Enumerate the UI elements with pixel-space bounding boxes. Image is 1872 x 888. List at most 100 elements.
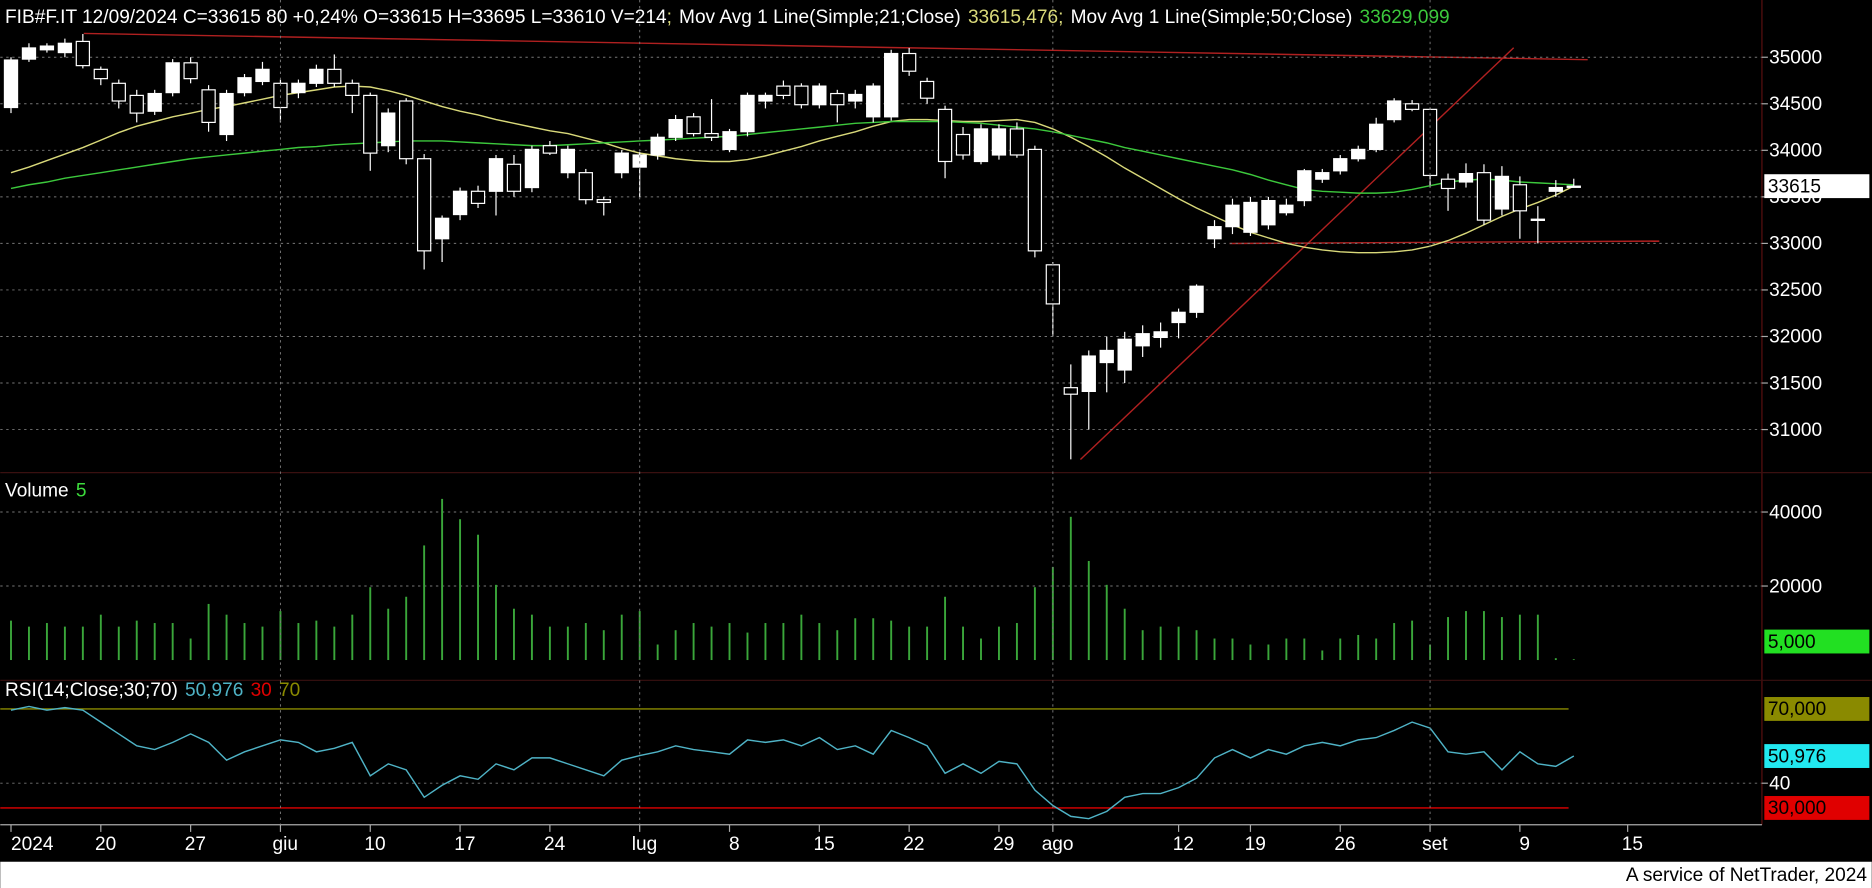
volume-bar [530, 614, 533, 661]
legend-item: 30 [251, 680, 272, 701]
y-tick-label: 32000 [1769, 327, 1822, 348]
legend-item: Mov Avg 1 Line(Simple;21;Close) [679, 7, 961, 28]
candle-body [1333, 158, 1348, 172]
volume-bar [1303, 638, 1306, 661]
x-tick-label: 27 [185, 834, 206, 855]
candle-body [848, 93, 863, 102]
candle-body [884, 52, 899, 118]
candle-body [758, 94, 773, 102]
volume-bar [1465, 611, 1467, 661]
candle-body [1135, 333, 1150, 347]
candle-body [416, 158, 432, 252]
candle-body [830, 92, 845, 106]
candle-body [560, 148, 576, 174]
volume-bar [28, 626, 30, 661]
volume-bar [243, 623, 246, 661]
x-tick-label: 24 [544, 834, 566, 855]
candle-body [740, 94, 755, 133]
volume-bar [1357, 634, 1360, 661]
legend-item: Volume [5, 481, 69, 502]
candle-body [129, 94, 144, 114]
candle-body [668, 119, 683, 138]
volume-bar [423, 545, 426, 661]
volume-bar [10, 620, 12, 661]
candle-body [237, 77, 252, 94]
candle-body [327, 68, 342, 84]
volume-bar [1518, 614, 1521, 661]
candle-body [1207, 226, 1222, 240]
volume-bar [926, 626, 929, 661]
volume-bar [854, 618, 857, 661]
x-tick-label: giu [272, 834, 297, 855]
volume-bar [225, 614, 228, 661]
candle-body [21, 47, 37, 60]
candle-body [452, 190, 468, 216]
candle-body [1458, 172, 1474, 183]
candle-body [75, 40, 91, 67]
volume-bar [1447, 617, 1449, 661]
volume-bar [584, 623, 587, 661]
candle-body [1315, 172, 1330, 180]
trendline [83, 32, 1588, 61]
x-tick-label: 2024 [11, 834, 54, 855]
candle-body [434, 217, 450, 240]
legend-item: ; [1058, 7, 1063, 28]
last-rsi-box [1764, 744, 1870, 768]
volume-bar [836, 630, 839, 661]
candle-body [1494, 175, 1510, 210]
volume-bar [1123, 608, 1126, 661]
volume-bar [171, 623, 174, 661]
volume-bar [710, 626, 713, 661]
volume-bar [81, 626, 84, 661]
volume-bar [1500, 617, 1503, 661]
candle-body [650, 136, 665, 156]
candle-body [542, 145, 558, 154]
volume-bar [1213, 638, 1216, 661]
candle-body [1063, 387, 1078, 395]
volume-bar [872, 618, 875, 661]
candle-body [291, 82, 306, 94]
y-tick-label: 40 [1769, 773, 1790, 794]
candle-body [812, 85, 827, 106]
volume-bar [944, 596, 947, 661]
legend-item: 33629,099 [1359, 7, 1449, 28]
candle-body [111, 82, 126, 102]
volume-bar [333, 626, 336, 661]
candle-body [1027, 148, 1043, 252]
volume-bar [1339, 638, 1342, 661]
volume-bar [387, 608, 390, 661]
volume-bar [1159, 626, 1162, 661]
rsi-line [10, 705, 1575, 820]
footer-text: A service of NetTrader, 2024 [1626, 865, 1867, 886]
volume-bar [620, 614, 623, 661]
y-tick-label: 40000 [1769, 502, 1822, 523]
x-tick-label: 8 [729, 834, 740, 855]
candle-body [1225, 204, 1240, 228]
volume-bar [1051, 566, 1054, 661]
volume-bar [369, 587, 372, 661]
volume-bar [1105, 584, 1108, 661]
candle-body [901, 52, 917, 72]
x-tick-label: 15 [813, 834, 834, 855]
volume-bar [692, 623, 695, 661]
candle-body [1422, 108, 1438, 177]
volume-bar [1033, 587, 1036, 661]
volume-bar [459, 519, 462, 661]
volume-bar [441, 498, 444, 661]
volume-bar [962, 626, 964, 661]
candle-body [1566, 185, 1581, 188]
candle-body [524, 148, 540, 189]
y-tick-label: 31500 [1769, 373, 1822, 394]
x-tick-label: 15 [1622, 834, 1643, 855]
candle-body [201, 89, 216, 123]
volume-bar [890, 620, 893, 661]
candle-body [1171, 311, 1186, 324]
candle-body [614, 152, 629, 174]
volume-bar [1015, 623, 1018, 661]
volume-bar [99, 614, 102, 661]
x-tick-label: 22 [903, 834, 924, 855]
candle-body [1404, 103, 1420, 110]
volume-bar [351, 614, 354, 661]
volume-bar [602, 630, 605, 661]
